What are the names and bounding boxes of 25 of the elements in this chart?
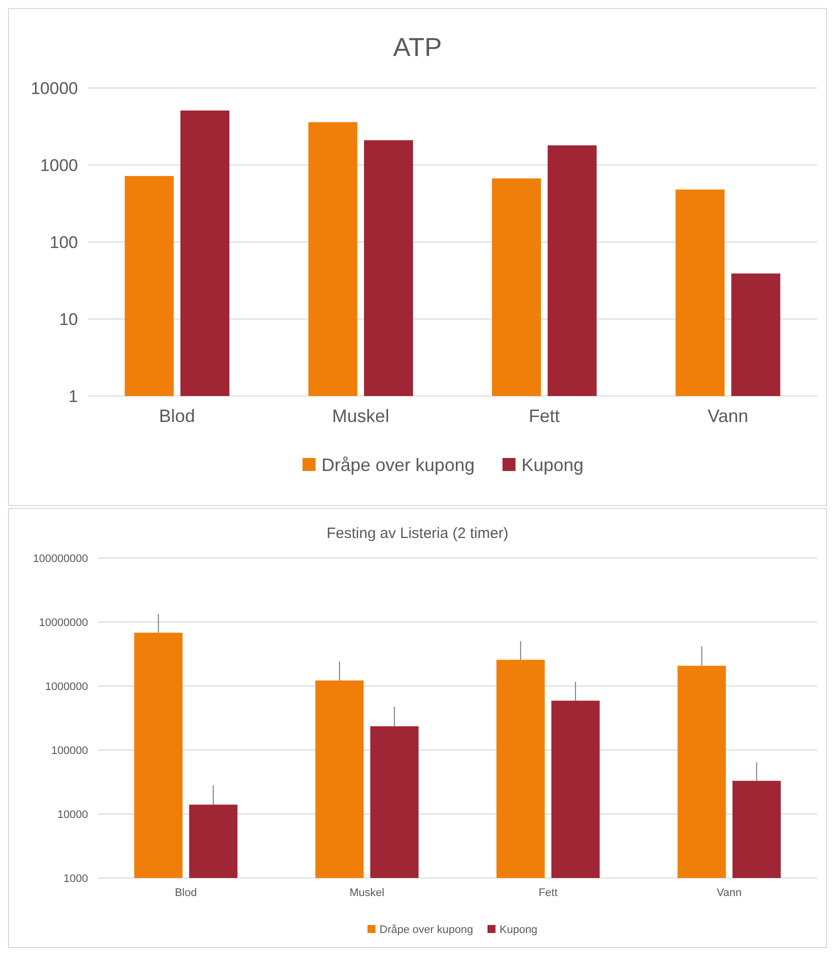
x-tick-label: Blod (159, 406, 196, 426)
x-tick-label: Fett (538, 887, 558, 899)
legend-label: Kupong (500, 924, 538, 936)
y-tick-label: 1000 (40, 156, 78, 175)
y-tick-label: 10000 (30, 78, 78, 98)
x-tick-label: Vann (708, 406, 748, 426)
legend-label: Kupong (522, 455, 584, 475)
x-tick-label: Vann (716, 887, 742, 899)
y-tick-label: 100 (50, 232, 78, 252)
y-tick-label: 10 (59, 310, 78, 329)
x-tick-label: Blod (174, 887, 197, 899)
y-tick-label: 1 (68, 386, 78, 406)
x-tick-label: Muskel (350, 887, 384, 899)
y-tick-label: 100000 (51, 744, 88, 757)
legend-label: Dråpe over kupong (322, 455, 475, 475)
chart-title: Festing av Listeria (2 timer) (326, 525, 508, 542)
y-tick-label: 1000000 (45, 680, 88, 693)
y-tick-label: 10000 (57, 808, 88, 821)
x-tick-label: Muskel (332, 406, 390, 426)
y-tick-label: 1000 (64, 872, 88, 885)
legend-label: Dråpe over kupong (380, 924, 474, 936)
y-tick-label: 10000000 (39, 616, 88, 629)
x-tick-label: Fett (528, 406, 560, 426)
y-tick-label: 100000000 (32, 552, 88, 565)
chart-title: ATP (393, 32, 442, 62)
